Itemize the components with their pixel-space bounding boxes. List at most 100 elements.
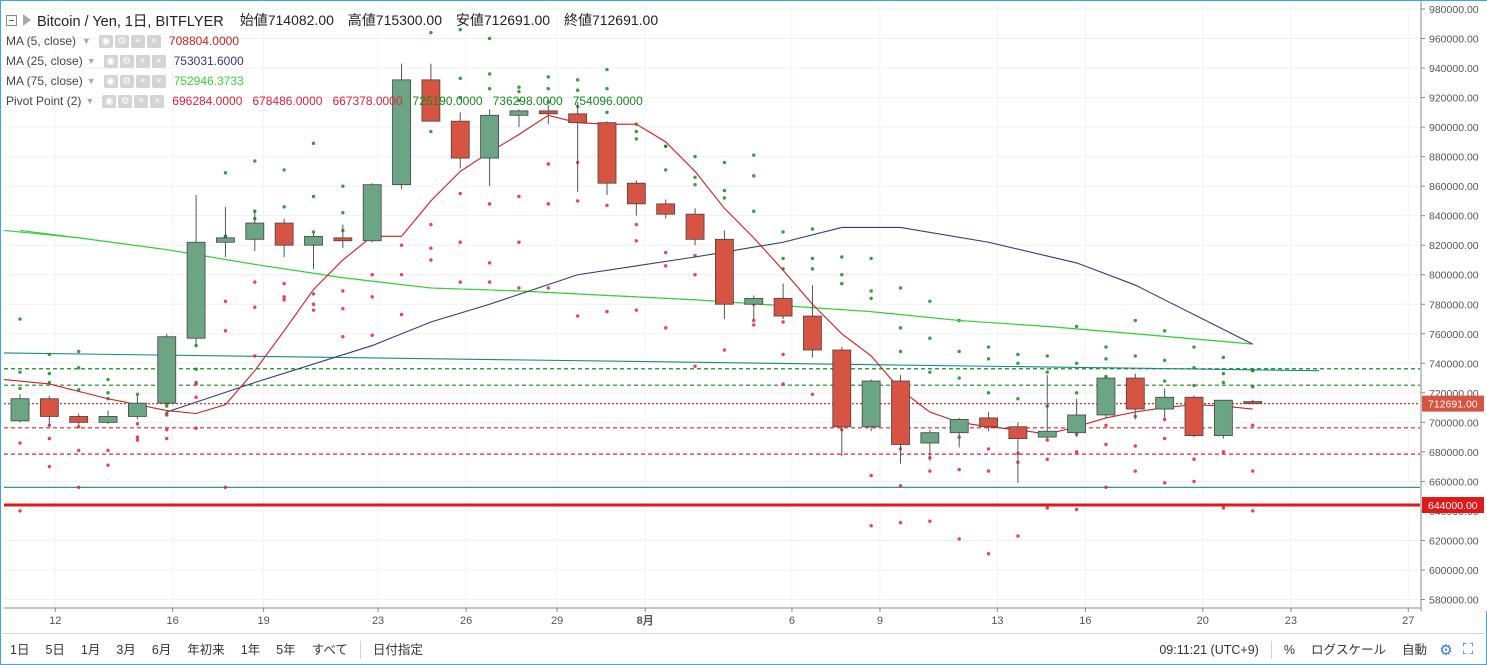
candle-body[interactable]: [597, 122, 617, 184]
plus-icon[interactable]: +: [134, 94, 149, 108]
flag-icon[interactable]: [23, 14, 31, 26]
pivot-dot: [752, 153, 756, 157]
candle-body[interactable]: [245, 222, 265, 240]
candle-body[interactable]: [1243, 401, 1263, 405]
candle-body[interactable]: [98, 416, 118, 423]
plus-icon[interactable]: +: [135, 74, 150, 88]
candle-body[interactable]: [1125, 377, 1145, 410]
trend-line[interactable]: [3, 352, 1320, 372]
ma25-line[interactable]: [166, 226, 1253, 413]
indicator-row[interactable]: MA (75, close) ▼ ◉ ⚙ + × 752946.3733: [6, 71, 668, 91]
candle-body[interactable]: [920, 432, 940, 444]
pivot-dot: [840, 255, 844, 259]
range-button[interactable]: 5年: [276, 642, 296, 657]
indicator-row[interactable]: MA (25, close) ▼ ◉ ⚙ + × 753031.6000: [6, 51, 668, 71]
close-icon[interactable]: ×: [146, 34, 161, 48]
pivot-dot: [986, 469, 991, 473]
pivot-dot: [370, 273, 374, 277]
candle-body[interactable]: [1096, 377, 1116, 416]
auto-scale-button[interactable]: 自動: [1401, 642, 1427, 657]
eye-icon[interactable]: ◉: [102, 94, 117, 108]
candle-body[interactable]: [1213, 399, 1233, 437]
candle-body[interactable]: [1008, 426, 1028, 439]
candle-body[interactable]: [626, 182, 646, 205]
candle-body[interactable]: [685, 213, 705, 240]
candle-body[interactable]: [1155, 396, 1175, 410]
candle-body[interactable]: [744, 297, 764, 305]
range-button[interactable]: 1月: [80, 642, 101, 657]
candle-body[interactable]: [157, 336, 177, 404]
gear-icon[interactable]: ⚙: [1439, 641, 1453, 659]
candle-body[interactable]: [128, 402, 147, 417]
candle-body[interactable]: [216, 237, 235, 243]
candle-body[interactable]: [10, 398, 30, 422]
candle-body[interactable]: [832, 349, 852, 428]
candle-body[interactable]: [333, 237, 353, 242]
close-icon[interactable]: ×: [151, 54, 166, 68]
log-scale-button[interactable]: ログスケール: [1310, 642, 1386, 657]
candle-body[interactable]: [509, 110, 529, 116]
chevron-down-icon[interactable]: ▼: [86, 76, 96, 86]
close-icon[interactable]: ×: [150, 94, 165, 108]
candle-body[interactable]: [69, 416, 89, 423]
date-range-button[interactable]: 日付指定: [372, 642, 423, 657]
indicator-row[interactable]: MA (5, close) ▼ ◉ ⚙ + × 708804.0000: [6, 31, 668, 51]
candle-body[interactable]: [392, 79, 411, 186]
close-icon[interactable]: ×: [151, 74, 166, 88]
close-value: 終値712691.00: [563, 12, 659, 28]
gear-icon[interactable]: ⚙: [118, 94, 133, 108]
eye-icon[interactable]: ◉: [103, 74, 118, 88]
range-button[interactable]: 年初来: [187, 642, 225, 657]
chevron-down-icon[interactable]: ▼: [86, 56, 96, 66]
collapse-icon[interactable]: [6, 14, 17, 26]
candle-body[interactable]: [274, 222, 294, 246]
indicator-row[interactable]: Pivot Point (2) ▼ ◉ ⚙ + × 696284.0000 678486.00…: [6, 91, 668, 111]
candle-body[interactable]: [304, 235, 323, 246]
candle-body[interactable]: [1184, 396, 1204, 437]
candle-body[interactable]: [715, 238, 734, 305]
candle-body[interactable]: [949, 418, 969, 434]
range-button[interactable]: 3月: [116, 642, 136, 657]
candle-body[interactable]: [861, 380, 881, 428]
eye-icon[interactable]: ◉: [103, 54, 118, 68]
gear-icon[interactable]: ⚙: [119, 54, 134, 68]
candle-body[interactable]: [803, 315, 822, 351]
last-price-label: 712691.00: [1428, 399, 1478, 411]
candle-body[interactable]: [891, 380, 910, 445]
range-button[interactable]: 1年: [240, 642, 261, 657]
candle-body[interactable]: [421, 79, 441, 122]
pivot-dot: [253, 280, 257, 284]
gear-icon[interactable]: ⚙: [114, 34, 129, 48]
candle-body[interactable]: [480, 114, 500, 159]
time-tick-label: 19: [257, 615, 269, 627]
candle-body[interactable]: [979, 417, 998, 428]
plus-icon[interactable]: +: [130, 34, 145, 48]
candle-body[interactable]: [568, 113, 588, 124]
plus-icon[interactable]: +: [135, 54, 150, 68]
percent-scale-button[interactable]: %: [1283, 642, 1295, 657]
candle-body[interactable]: [450, 120, 470, 159]
candle-body[interactable]: [1037, 430, 1057, 438]
candle-body[interactable]: [538, 110, 558, 115]
range-button[interactable]: すべて: [311, 642, 348, 657]
candle-body[interactable]: [773, 297, 793, 317]
pivot-dot: [18, 441, 22, 445]
fullscreen-icon[interactable]: ⛶: [1462, 641, 1474, 658]
chart-canvas[interactable]: 980000.00 960000.00 940000.00 920000.00 9000…: [1, 1, 1487, 633]
clock-display[interactable]: 09:11:21 (UTC+9): [1159, 642, 1259, 657]
range-button[interactable]: 6月: [151, 642, 172, 657]
pivot-dot: [546, 100, 550, 104]
candle-body[interactable]: [362, 184, 382, 242]
chevron-down-icon[interactable]: ▼: [82, 36, 91, 46]
gear-icon[interactable]: ⚙: [119, 74, 134, 88]
candle-body[interactable]: [39, 398, 59, 417]
pivot-dot: [282, 205, 286, 209]
candle-body[interactable]: [1067, 414, 1086, 434]
eye-icon[interactable]: ◉: [98, 34, 113, 48]
symbol-label[interactable]: Bitcoin / Yen, 1日, BITFLYER: [37, 13, 224, 30]
chevron-down-icon[interactable]: ▼: [85, 96, 95, 106]
range-button[interactable]: 5日: [45, 642, 65, 657]
candle-body[interactable]: [656, 203, 676, 215]
range-button[interactable]: 1日: [10, 642, 30, 657]
candle-body[interactable]: [186, 241, 206, 339]
